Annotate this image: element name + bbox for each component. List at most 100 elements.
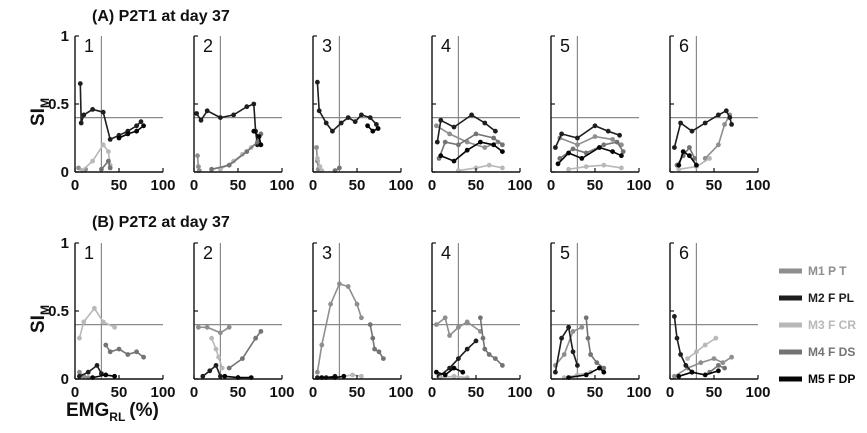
y-tick-label: 1 — [61, 235, 69, 252]
data-point — [338, 120, 344, 126]
series-line-4 — [211, 133, 262, 171]
data-point — [226, 162, 232, 168]
subplot-index-label: 2 — [203, 36, 213, 56]
data-point — [566, 324, 571, 330]
data-point — [316, 108, 322, 114]
data-point — [482, 120, 488, 126]
data-point — [77, 81, 83, 86]
y-tick-label: 0 — [61, 164, 69, 181]
series-line-3 — [687, 337, 717, 360]
data-point — [256, 134, 262, 140]
data-point — [350, 372, 355, 378]
data-point — [81, 112, 87, 118]
data-point — [610, 149, 615, 155]
data-point — [134, 128, 140, 134]
data-point — [100, 142, 106, 148]
data-point — [575, 142, 580, 148]
data-point — [694, 162, 699, 168]
legend-label: M2 F PL — [808, 291, 854, 305]
data-point — [447, 365, 452, 371]
data-point — [500, 142, 505, 148]
data-point — [575, 363, 580, 368]
x-tick-label: 0 — [547, 384, 555, 401]
data-point — [330, 128, 335, 134]
data-point — [209, 166, 215, 172]
data-point — [367, 115, 373, 120]
x-tick-label: 0 — [190, 177, 198, 194]
data-point — [365, 123, 370, 129]
data-point — [370, 335, 376, 341]
x-tick-label: 100 — [507, 177, 532, 194]
data-point — [597, 365, 602, 371]
data-point — [218, 373, 223, 379]
data-point — [354, 301, 360, 307]
data-point — [442, 315, 448, 321]
data-point — [106, 149, 111, 155]
data-point — [570, 349, 576, 355]
data-point — [594, 360, 600, 366]
data-point — [231, 112, 237, 118]
data-point — [134, 349, 140, 355]
data-point — [672, 373, 677, 379]
legend-item: M4 F DS — [779, 345, 855, 359]
data-point — [473, 338, 479, 344]
data-point — [716, 363, 721, 368]
data-point — [78, 120, 84, 126]
data-point — [553, 145, 558, 150]
data-point — [253, 335, 258, 341]
data-point — [480, 335, 486, 341]
data-point — [557, 156, 563, 161]
panel-title-a: (A) P2T1 at day 37 — [92, 8, 230, 25]
data-point — [196, 324, 201, 330]
data-point — [716, 112, 721, 118]
data-point — [100, 319, 106, 325]
data-point — [614, 139, 620, 145]
legend-label: M5 F DP — [808, 372, 855, 386]
data-point — [213, 363, 219, 368]
data-point — [434, 369, 439, 375]
data-point — [195, 153, 200, 159]
x-tick-label: 100 — [150, 177, 175, 194]
x-tick-label: 50 — [111, 177, 128, 194]
legend: M1 P T M2 F PL M3 F CR M4 F DS M5 F DP — [779, 264, 856, 386]
data-point — [464, 319, 470, 325]
data-point — [473, 165, 479, 171]
data-point — [617, 132, 622, 138]
y-tick-label: 0.5 — [48, 303, 69, 320]
data-point — [486, 352, 492, 357]
subplot-b-6: 0 50 100 6 — [666, 242, 771, 401]
data-point — [198, 117, 204, 123]
data-point — [323, 120, 329, 126]
data-point — [601, 142, 607, 148]
data-point — [216, 354, 222, 360]
data-point — [500, 149, 505, 155]
data-point — [592, 134, 598, 140]
series-line-2 — [79, 83, 142, 141]
series-line-2 — [79, 364, 103, 378]
data-point — [674, 335, 680, 341]
subplot-index-label: 3 — [322, 36, 332, 56]
series-line-4 — [369, 324, 385, 360]
data-point — [676, 373, 682, 379]
data-point — [676, 166, 682, 172]
data-point — [579, 156, 585, 161]
data-point — [601, 369, 607, 375]
data-point — [493, 128, 498, 134]
data-point — [456, 356, 461, 361]
data-point — [438, 153, 444, 159]
data-point — [620, 149, 626, 155]
data-point — [597, 145, 602, 150]
x-tick-label: 50 — [111, 384, 128, 401]
subplot-b-5: 0 50 100 5 — [547, 242, 652, 401]
data-point — [601, 365, 607, 371]
data-point — [77, 335, 82, 341]
data-point — [90, 107, 95, 112]
data-point — [478, 139, 483, 145]
data-point — [112, 324, 117, 330]
subplot-index-label: 4 — [441, 243, 451, 263]
data-point — [99, 166, 104, 172]
data-point — [381, 356, 386, 361]
data-point — [500, 165, 505, 171]
series-line-5 — [568, 367, 605, 379]
series-line-1 — [704, 114, 731, 159]
